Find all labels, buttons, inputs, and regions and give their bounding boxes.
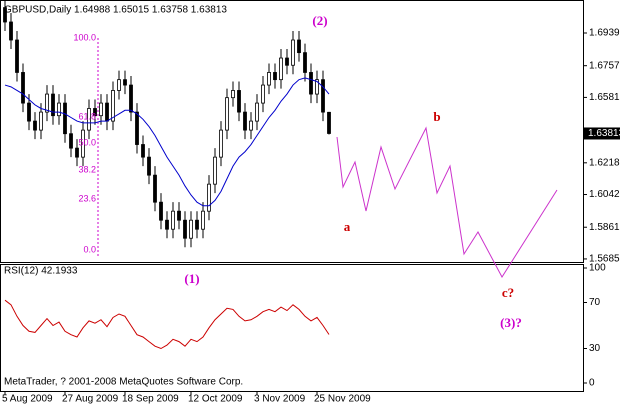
candle-body xyxy=(87,108,91,131)
wave-label: (2) xyxy=(312,13,327,28)
candle-body xyxy=(153,174,157,203)
candle-body xyxy=(105,102,109,122)
y-tick-label: 1.60425 xyxy=(589,189,620,200)
candle-body xyxy=(297,39,301,54)
candle-body xyxy=(279,57,283,81)
x-tick-label: 12 Oct 2009 xyxy=(188,394,243,405)
candle-body xyxy=(81,129,85,158)
fibo-label: 23.6 xyxy=(78,193,96,203)
candle-body xyxy=(201,210,205,230)
wave-label: c? xyxy=(502,285,514,300)
candle-body xyxy=(285,57,289,66)
y-tick-label: 1.56850 xyxy=(589,254,620,265)
moving-average xyxy=(4,77,330,207)
y-tick-label: 1.62185 xyxy=(589,157,620,168)
candle-body xyxy=(75,147,79,158)
x-tick-label: 5 Aug 2009 xyxy=(2,394,53,405)
price-box xyxy=(584,127,620,140)
x-tick-label: 27 Aug 2009 xyxy=(62,394,119,405)
fibo-label: 61.8 xyxy=(78,111,96,121)
candle-body xyxy=(123,79,127,86)
candle-body xyxy=(231,90,235,99)
candle-body xyxy=(69,133,73,149)
candle-body xyxy=(273,72,277,81)
candle-body xyxy=(321,79,325,113)
x-tick-label: 3 Nov 2009 xyxy=(254,394,306,405)
candle-body xyxy=(141,144,145,158)
price-label: 1.63813 xyxy=(588,128,620,139)
candle-body xyxy=(111,90,115,122)
wave-label: b xyxy=(433,109,440,124)
candle-body xyxy=(51,93,55,117)
candle-body xyxy=(267,72,271,86)
candle-body xyxy=(9,21,13,41)
candle-body xyxy=(195,219,199,230)
fibo-label: 38.2 xyxy=(78,164,96,174)
y-tick-label: 1.69390 xyxy=(589,28,620,39)
wave-drawing xyxy=(336,126,558,278)
candle-body xyxy=(315,79,319,95)
candle-body xyxy=(237,90,241,113)
candle-body xyxy=(213,156,217,185)
candle-body xyxy=(39,111,43,131)
candle-body xyxy=(189,219,193,239)
rsi-tick-label: 30 xyxy=(589,343,601,354)
x-tick-label: 25 Nov 2009 xyxy=(314,394,371,405)
candle-body xyxy=(129,84,133,113)
candle-body xyxy=(93,108,97,117)
candle-body xyxy=(147,156,151,176)
wave-label: (3)? xyxy=(500,315,522,330)
y-tick-label: 1.67575 xyxy=(589,60,620,71)
rsi-tick-label: 0 xyxy=(589,378,595,389)
candle-body xyxy=(249,120,253,131)
wave-label: (1) xyxy=(184,271,199,286)
candle-body xyxy=(45,93,49,113)
candle-body xyxy=(261,84,265,104)
fibo-label: 0.0 xyxy=(83,244,96,254)
rsi-title: RSI(12) 42.1933 xyxy=(4,266,78,277)
candle-body xyxy=(243,111,247,131)
candle-body xyxy=(303,52,307,73)
fibo-label: 100.0 xyxy=(73,32,96,42)
candle-body xyxy=(159,201,163,221)
candle-body xyxy=(117,79,121,91)
candle-body xyxy=(63,102,67,135)
y-tick-label: 1.58610 xyxy=(589,222,620,233)
candle-body xyxy=(15,39,19,73)
main-panel xyxy=(0,0,584,263)
candle-body xyxy=(99,102,103,117)
candle-body xyxy=(57,102,61,117)
candle-body xyxy=(207,183,211,212)
candle-body xyxy=(27,102,31,122)
rsi-line xyxy=(4,299,330,350)
candle-body xyxy=(33,120,37,131)
candle-body xyxy=(183,219,187,239)
y-tick-label: 1.65815 xyxy=(589,92,620,103)
chart-title: GBPUSD,Daily 1.64988 1.65015 1.63758 1.6… xyxy=(4,5,227,16)
candle-body xyxy=(177,210,181,221)
fibo-label: 50.0 xyxy=(78,137,96,147)
candle-body xyxy=(135,111,139,145)
wave-label: a xyxy=(344,219,351,234)
candle-body xyxy=(291,39,295,66)
copyright: MetaTrader, ? 2001-2008 MetaQuotes Softw… xyxy=(4,377,243,388)
candle-body xyxy=(171,210,175,230)
candle-body xyxy=(3,7,7,23)
candle-body xyxy=(327,111,331,134)
rsi-panel xyxy=(0,264,584,392)
rsi-tick-label: 70 xyxy=(589,297,601,308)
rsi-tick-label: 100 xyxy=(589,263,606,274)
candle-body xyxy=(219,129,223,158)
candle-body xyxy=(309,72,313,95)
candle-body xyxy=(21,72,25,104)
candle-body xyxy=(255,102,259,122)
candle-body xyxy=(225,97,229,131)
x-tick-label: 18 Sep 2009 xyxy=(122,394,179,405)
candle-body xyxy=(165,219,169,230)
